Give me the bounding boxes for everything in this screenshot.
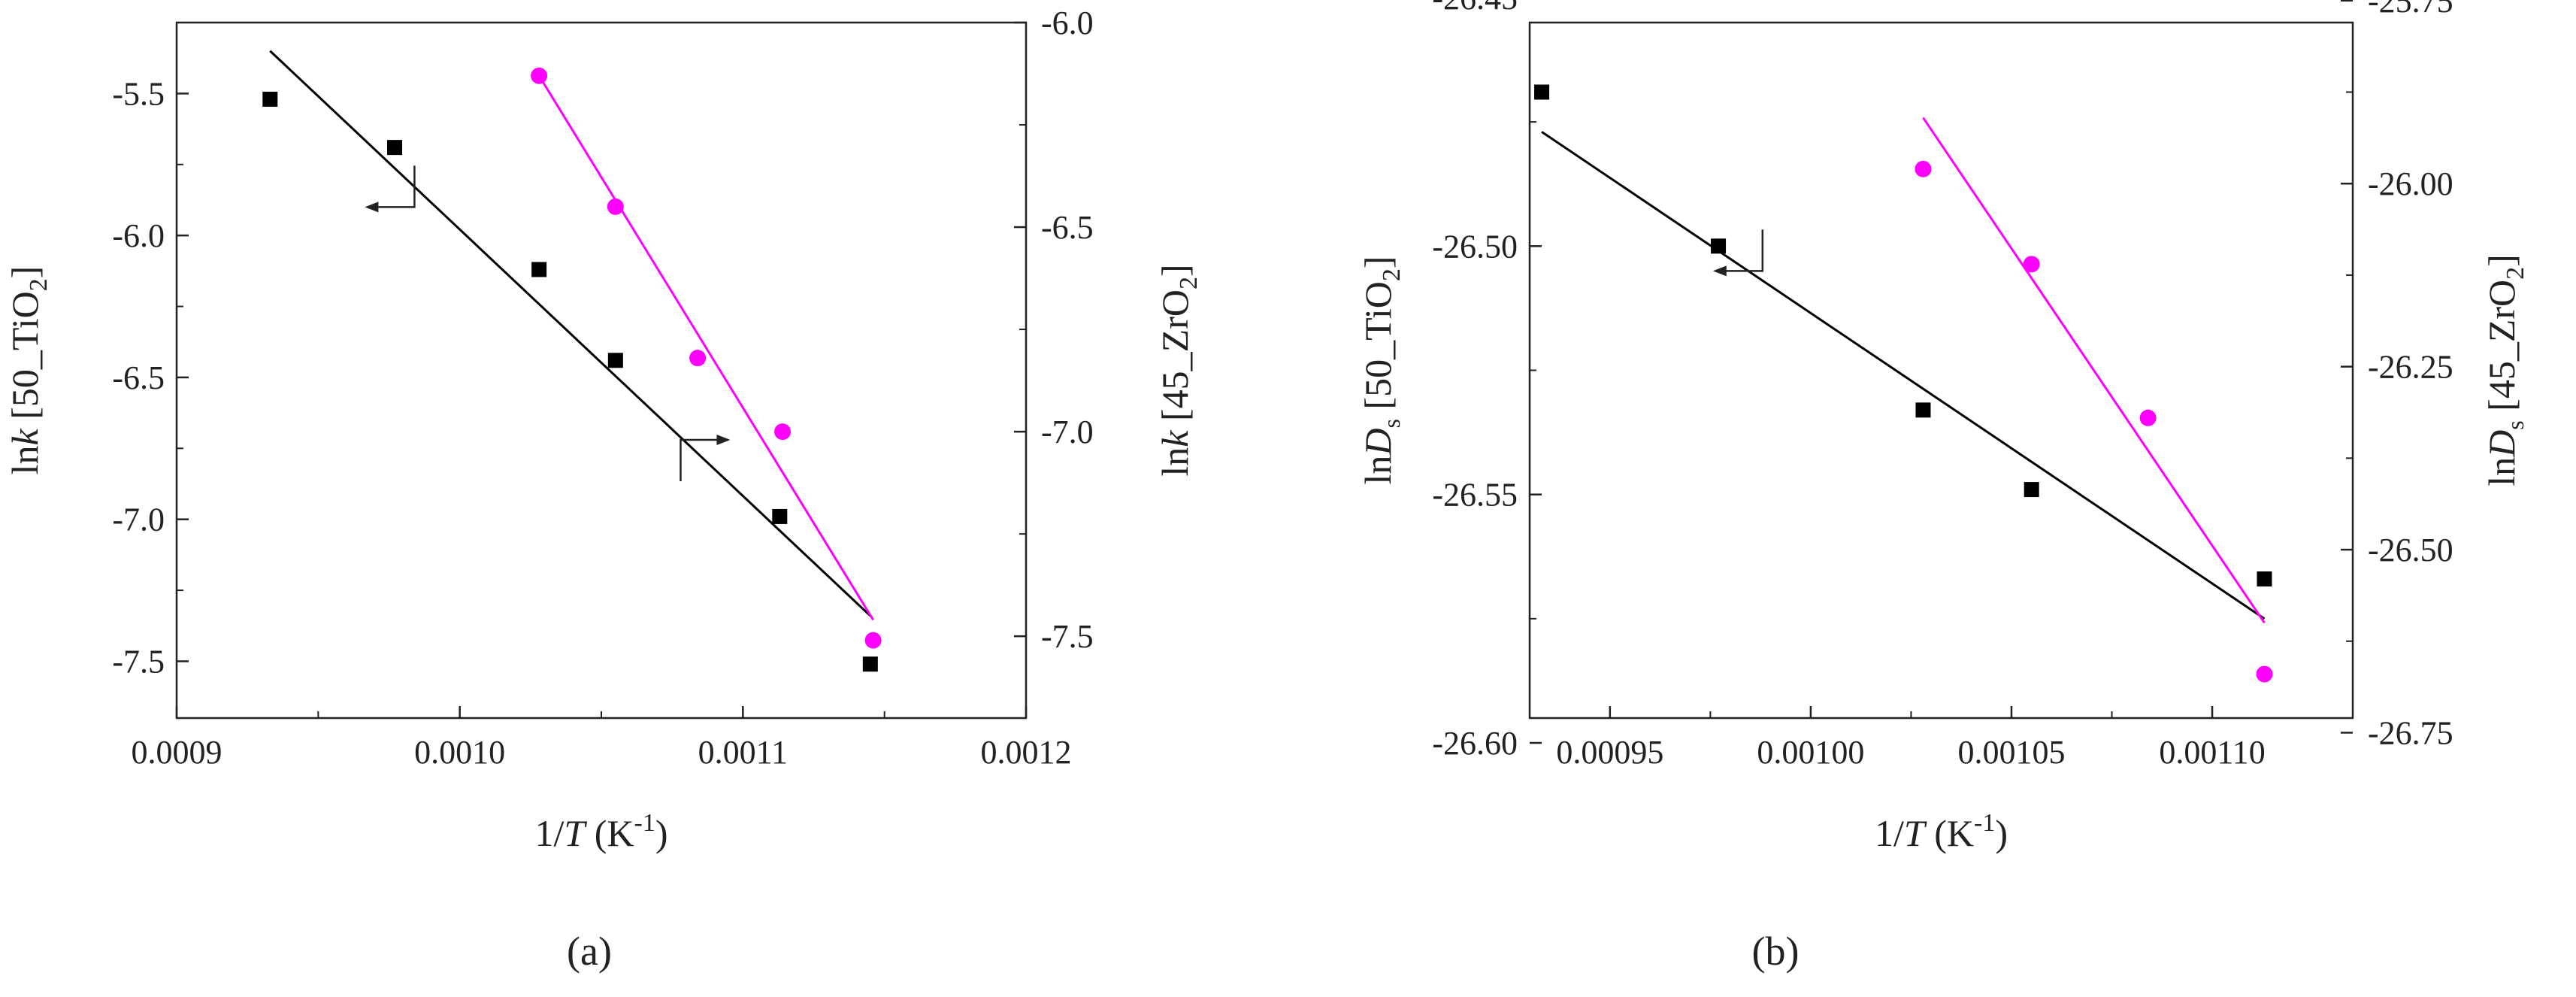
chart-a-right-axis-arrowhead: [716, 435, 731, 445]
chart-a-y-left-tick-label: -6.0: [112, 217, 165, 254]
chart-a-zro2-data-point: [864, 632, 882, 649]
chart-b-y-right-tick-label: -26.00: [2368, 165, 2453, 202]
chart-a-tio2-data-point: [387, 140, 403, 156]
chart-a-tio2-data-point: [862, 656, 878, 672]
chart-b-left-axis-arrow: [1723, 229, 1764, 272]
chart-b-x-tick-label: 0.00095: [1556, 734, 1663, 771]
chart-b-y-right-axis-label: lnDs [45_ZrO2]: [2481, 254, 2529, 486]
chart-b-tio2-data-point: [2257, 571, 2272, 586]
chart-b-zro2-data-point: [1915, 160, 1932, 177]
chart-b-y-right-tick-label: -26.50: [2368, 532, 2453, 568]
chart-a-zro2-fit-line: [537, 74, 874, 621]
chart-a-x-axis-label: 1/T (K-1): [535, 809, 668, 854]
panel-label-b: (b): [1752, 929, 1800, 974]
chart-b-tio2-data-point: [1534, 84, 1550, 100]
chart-a-tio2-data-point: [531, 262, 547, 277]
chart-b-x-tick-label: 0.00110: [2159, 734, 2265, 771]
chart-a-y-left-tick-label: -6.5: [112, 359, 165, 396]
chart-b-zro2-fit-line: [1922, 117, 2266, 624]
chart-a-right-axis-arrow: [680, 438, 720, 481]
chart-a-tio2-data-point: [262, 91, 278, 107]
chart-a-y-right-tick-label: -7.5: [1041, 618, 1094, 655]
chart-b-tio2-data-point: [1915, 402, 1931, 418]
chart-panel-b: 0.00095 0.00100 0.00105 0.00110 -26.60 -26.55…: [1357, 0, 2529, 854]
chart-a-zro2-data-point: [689, 350, 707, 367]
chart-a-left-axis-arrow: [375, 165, 416, 208]
chart-a-y-right-tick-label: -6.0: [1041, 5, 1094, 41]
chart-a-left-axis-arrowhead: [365, 202, 379, 213]
chart-b-y-left-tick-label: -26.60: [1432, 725, 1518, 762]
chart-a-x-tick-label: 0.0009: [132, 734, 222, 771]
chart-a-zro2-data-point: [774, 423, 792, 441]
chart-b-left-axis-arrowhead: [1712, 265, 1727, 277]
chart-b-x-axis-label: 1/T (K-1): [1875, 809, 2008, 854]
chart-a-y-left-tick-label: -5.5: [112, 75, 165, 112]
chart-b-y-right-tick-label: -26.75: [2368, 714, 2453, 751]
chart-a-y-right-tick-label: -7.0: [1041, 414, 1094, 450]
chart-a-y-left-tick-label: -7.5: [112, 643, 165, 680]
chart-a-x-tick-label: 0.0011: [698, 734, 788, 771]
chart-a-x-tick-label: 0.0010: [414, 734, 505, 771]
chart-b-tio2-data-point: [1711, 238, 1727, 254]
chart-a-tio2-data-point: [772, 508, 788, 524]
chart-b-y-left-axis-label: lnDs [50_TiO2]: [1357, 256, 1406, 484]
chart-b-y-left-tick-label: -26.55: [1432, 477, 1518, 514]
chart-a-tio2-fit-line: [269, 50, 871, 617]
chart-a-tio2-data-point: [607, 353, 623, 368]
chart-a-y-left-axis-label: lnk [50_TiO2]: [4, 266, 53, 475]
chart-b-zro2-data-point: [2139, 409, 2157, 426]
panel-label-a: (a): [567, 929, 612, 974]
chart-b-y-right-tick-label: -26.25: [2368, 349, 2453, 386]
chart-a-zro2-data-point: [531, 67, 548, 84]
chart-a-y-right-axis-label: lnk [45_ZrO2]: [1154, 264, 1203, 476]
chart-b-zro2-data-point: [2023, 256, 2040, 273]
chart-b-x-tick-label: 0.00100: [1757, 734, 1864, 771]
chart-a-plot-frame: [175, 21, 1028, 720]
chart-b-plot-frame: [1528, 21, 2354, 720]
chart-b-y-right-tick-label: -25.75: [2368, 0, 2453, 20]
chart-b-tio2-fit-line: [1541, 131, 2266, 620]
chart-a-x-tick-label: 0.0012: [981, 734, 1072, 771]
chart-b-y-left-tick-label: -26.45: [1432, 0, 1518, 17]
chart-b-y-left-tick-label: -26.50: [1432, 228, 1518, 265]
chart-panel-a: 0.0009 0.0010 0.0011 0.0012 -7.5 -7.0 -6.5 -6.0…: [4, 5, 1203, 854]
chart-b-x-tick-label: 0.00105: [1957, 734, 2065, 771]
chart-a-y-left-tick-label: -7.0: [112, 502, 165, 538]
chart-b-zro2-data-point: [2256, 665, 2273, 683]
chart-a-y-right-tick-label: -6.5: [1041, 209, 1094, 246]
chart-b-tio2-data-point: [2024, 482, 2039, 498]
chart-a-zro2-data-point: [607, 198, 624, 215]
